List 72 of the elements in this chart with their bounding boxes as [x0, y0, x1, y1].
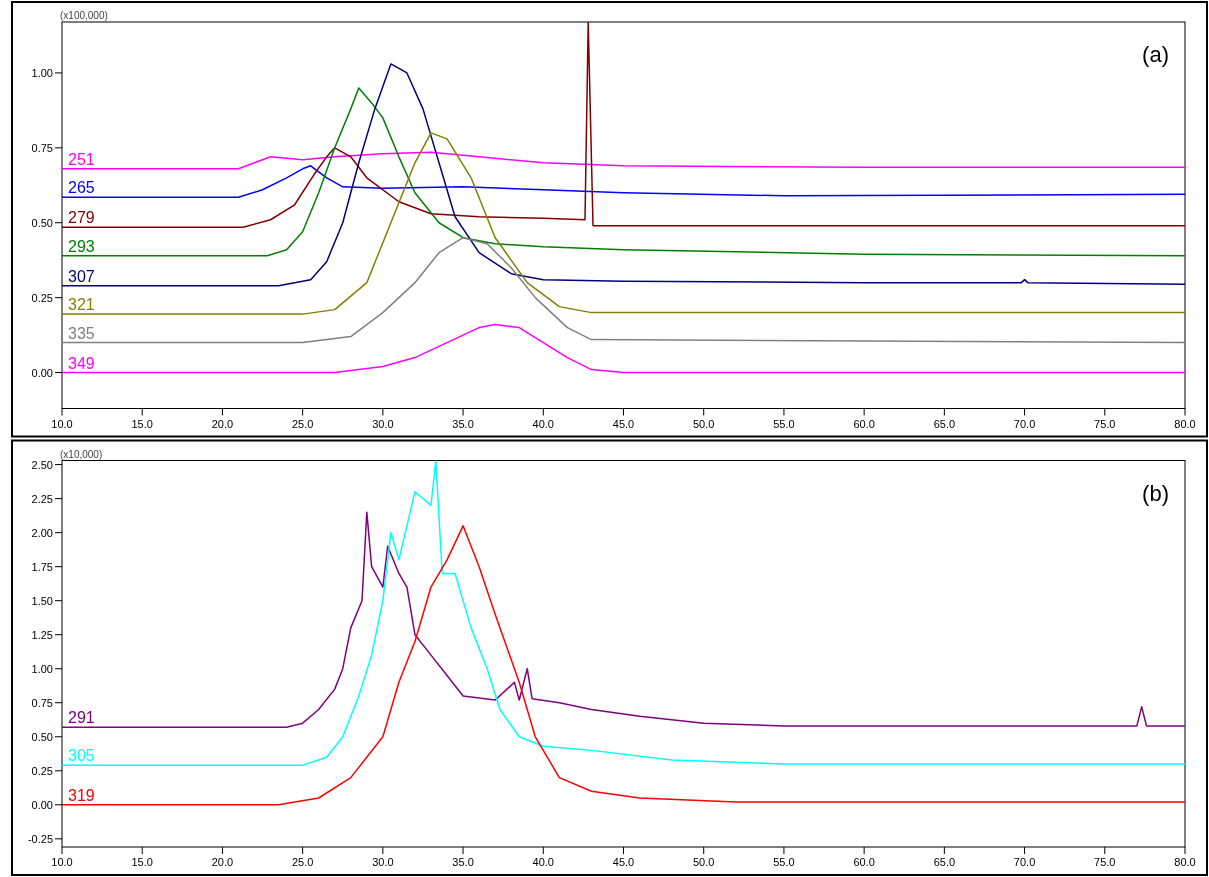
line-series: [62, 511, 1185, 728]
y-tick-label: 1.50: [31, 594, 53, 607]
y-tick-label: 2.00: [31, 526, 53, 539]
line-series: [62, 87, 1185, 257]
line-series: [62, 525, 1185, 806]
x-tick-label: 25.0: [291, 417, 314, 430]
x-tick-label: 65.0: [933, 856, 956, 868]
y-tick-label: 2.50: [31, 458, 53, 471]
x-tick-label: 10.0: [51, 856, 73, 868]
x-tick-label: 15.0: [131, 856, 153, 868]
line-series: [62, 151, 1185, 170]
x-tick-label: 70.0: [1013, 417, 1036, 430]
series-label: 305: [68, 747, 95, 765]
y-tick-label: 2.25: [31, 492, 53, 505]
y-tick-label: -0.25: [27, 832, 53, 845]
x-tick-label: 40.0: [532, 417, 554, 430]
x-tick-label: 30.0: [372, 417, 394, 430]
x-tick-label: 55.0: [773, 417, 795, 430]
x-tick-label: 35.0: [452, 417, 474, 430]
x-tick-label: 45.0: [612, 856, 635, 868]
y-tick-label: 1.00: [31, 662, 53, 675]
series-label: 335: [68, 324, 95, 342]
x-tick-label: 60.0: [853, 417, 875, 430]
line-series: [62, 236, 1185, 344]
text: (a): [1142, 42, 1169, 67]
x-tick-label: 80.0: [1174, 856, 1196, 868]
y-tick-label: 0.25: [31, 764, 53, 777]
series-label: 291: [68, 709, 95, 727]
y-tick-label: 0.00: [31, 798, 53, 811]
series-label: 321: [68, 296, 95, 314]
x-tick-label: 25.0: [291, 856, 314, 868]
y-tick-label: 1.25: [31, 628, 53, 641]
series-label: 265: [68, 179, 95, 197]
line-series: [62, 132, 1185, 315]
line-series: [62, 165, 1185, 199]
y-tick-label: 0.50: [31, 216, 53, 229]
x-tick-label: 55.0: [773, 856, 795, 868]
x-tick-label: 70.0: [1013, 856, 1036, 868]
series-label: 349: [68, 354, 95, 372]
series-label: 307: [68, 267, 95, 285]
x-tick-label: 60.0: [853, 856, 875, 868]
series-label: 293: [68, 237, 95, 255]
line-series: [62, 460, 1185, 767]
x-tick-label: 35.0: [452, 856, 474, 868]
x-tick-label: 65.0: [933, 417, 956, 430]
x-tick-label: 20.0: [211, 856, 234, 868]
y-tick-label: 1.00: [31, 66, 53, 79]
x-tick-label: 40.0: [532, 856, 554, 868]
y-tick-label: 0.50: [31, 730, 53, 743]
x-tick-label: 30.0: [372, 856, 394, 868]
text: (x10,000): [60, 448, 103, 460]
x-tick-label: 20.0: [211, 417, 234, 430]
y-tick-label: 0.25: [31, 291, 53, 304]
text: (b): [1142, 480, 1169, 506]
x-tick-label: 45.0: [612, 417, 635, 430]
y-tick-label: 0.75: [31, 141, 53, 154]
x-tick-label: 80.0: [1174, 417, 1196, 430]
x-tick-label: 15.0: [131, 417, 153, 430]
series-label: 251: [68, 150, 95, 168]
line-series: [62, 323, 1185, 374]
y-tick-label: 0.00: [31, 366, 53, 379]
text: (x100,000): [60, 10, 108, 21]
line-series: [62, 22, 1185, 228]
y-tick-label: 0.75: [31, 696, 53, 709]
x-tick-label: 10.0: [51, 417, 73, 430]
series-label: 319: [68, 786, 95, 804]
x-tick-label: 50.0: [693, 417, 715, 430]
series-label: 279: [68, 209, 95, 227]
x-tick-label: 75.0: [1094, 856, 1116, 868]
y-tick-label: 1.75: [31, 560, 53, 573]
x-tick-label: 75.0: [1094, 417, 1116, 430]
x-tick-label: 50.0: [693, 856, 715, 868]
